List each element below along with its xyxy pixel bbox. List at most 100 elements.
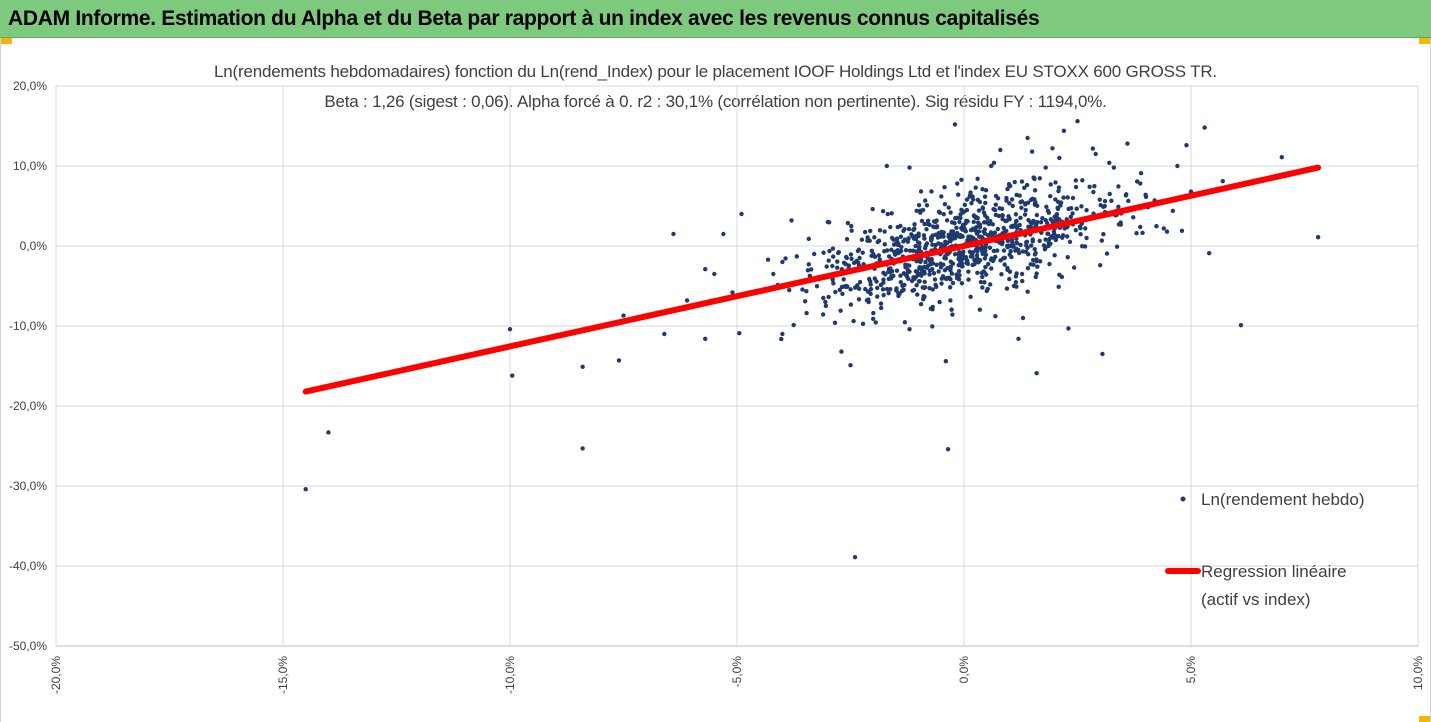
data-point — [1006, 182, 1012, 187]
data-point — [862, 229, 868, 235]
data-point — [1038, 220, 1044, 225]
data-point — [1022, 212, 1028, 217]
data-point — [823, 303, 829, 309]
data-point — [895, 224, 900, 230]
data-point — [965, 261, 971, 266]
data-point — [1114, 244, 1120, 249]
y-tick-label: 0,0% — [20, 239, 48, 253]
data-point — [977, 222, 983, 227]
data-point — [939, 194, 944, 199]
data-point — [979, 234, 985, 240]
data-point — [1097, 197, 1102, 202]
data-point — [1049, 234, 1054, 239]
data-point — [884, 163, 890, 169]
data-point — [1050, 146, 1055, 151]
regression-line — [302, 164, 1322, 395]
data-point — [1056, 233, 1061, 239]
data-point — [1048, 217, 1053, 222]
data-point — [326, 430, 331, 435]
data-point — [982, 194, 988, 199]
data-point — [621, 313, 626, 318]
data-point — [880, 208, 886, 214]
data-point — [917, 240, 922, 246]
data-point — [910, 248, 916, 253]
data-point — [958, 232, 963, 238]
y-tick-label: 20,0% — [13, 79, 47, 93]
data-point — [1070, 195, 1076, 201]
data-point — [876, 253, 882, 258]
data-point — [933, 282, 938, 288]
data-point — [949, 220, 955, 225]
data-point — [580, 364, 585, 369]
data-point — [1071, 265, 1077, 270]
data-point — [1009, 197, 1015, 202]
data-point — [933, 242, 938, 248]
data-point — [966, 277, 971, 282]
data-point — [980, 274, 985, 280]
data-point — [1051, 231, 1057, 236]
data-point — [928, 262, 933, 267]
x-axis-ticks: -20,0% -15,0% -10,0% -5,0% 0,0% 5,0% 10,0% — [49, 656, 1425, 694]
data-point — [882, 229, 887, 234]
data-point — [1025, 245, 1030, 251]
data-point — [806, 236, 811, 242]
data-point — [946, 205, 951, 210]
data-point — [989, 266, 994, 271]
data-point — [934, 262, 939, 268]
data-point — [963, 255, 969, 260]
corner-mark-right — [1419, 38, 1431, 44]
data-point — [898, 279, 903, 285]
data-point — [811, 251, 817, 257]
data-point — [968, 294, 973, 299]
data-point — [1031, 219, 1036, 224]
data-point — [980, 186, 985, 192]
data-point — [1061, 195, 1066, 200]
data-point — [874, 279, 879, 284]
data-point — [856, 297, 862, 302]
y-tick-label: 10,0% — [13, 159, 47, 173]
data-point — [1010, 244, 1016, 249]
data-point — [1047, 261, 1052, 267]
data-point — [1024, 240, 1029, 245]
data-point — [991, 160, 997, 166]
data-point — [826, 294, 831, 300]
data-point — [980, 285, 985, 290]
data-point — [1026, 251, 1031, 257]
data-point — [882, 242, 888, 247]
data-point — [884, 248, 890, 253]
data-point — [1315, 235, 1321, 240]
data-point — [949, 271, 955, 276]
data-point — [993, 254, 998, 260]
data-point — [831, 281, 836, 286]
data-point — [956, 268, 962, 274]
data-point — [1056, 188, 1061, 194]
data-point — [1002, 262, 1007, 267]
data-point — [1018, 215, 1023, 221]
data-point — [1131, 215, 1136, 220]
data-point — [1138, 171, 1144, 176]
y-tick-label: -30,0% — [9, 479, 47, 493]
data-point — [914, 259, 919, 264]
data-point — [870, 316, 876, 321]
data-point — [808, 267, 814, 272]
data-point — [835, 265, 840, 270]
data-point — [957, 219, 962, 225]
data-point — [1068, 214, 1074, 220]
data-point — [1056, 185, 1062, 190]
data-point — [1030, 237, 1035, 242]
data-point — [986, 261, 991, 267]
data-point — [1107, 160, 1112, 165]
data-point — [984, 219, 989, 225]
data-point — [922, 279, 927, 285]
data-point — [936, 269, 941, 274]
data-point — [930, 324, 935, 329]
data-point — [1073, 178, 1079, 183]
data-point — [830, 263, 835, 269]
data-point — [859, 237, 865, 242]
data-point — [886, 276, 892, 282]
data-point — [930, 233, 936, 238]
data-point — [955, 192, 961, 197]
data-point — [888, 286, 893, 292]
data-point — [1030, 196, 1035, 202]
data-point — [901, 239, 906, 244]
